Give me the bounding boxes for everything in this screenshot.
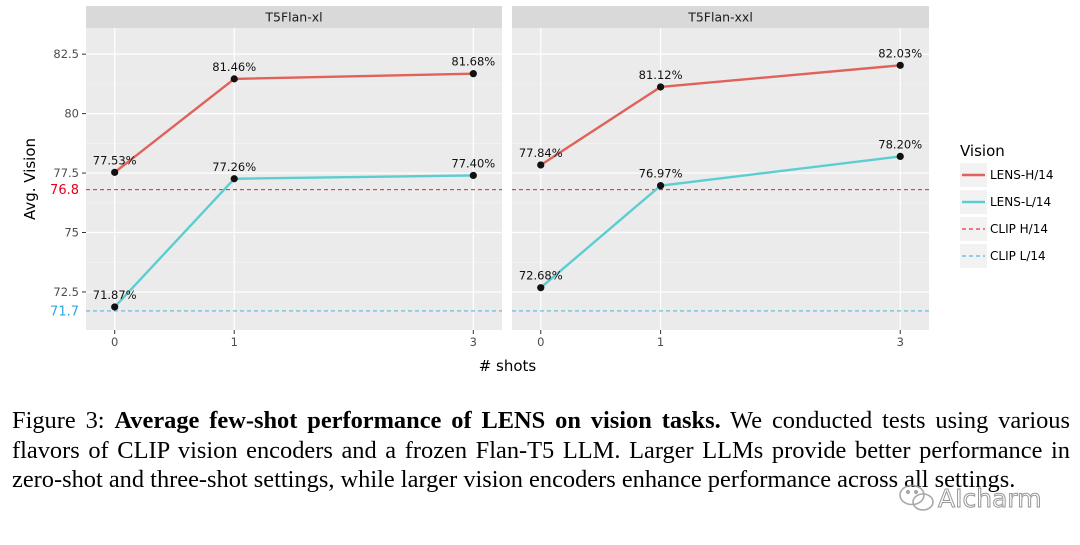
x-tick-label: 3 <box>470 335 477 349</box>
data-point <box>111 168 119 176</box>
data-label: 81.68% <box>451 55 495 69</box>
reference-value-label: 76.8 <box>50 183 79 198</box>
legend-label: CLIP H/14 <box>990 222 1048 236</box>
caption-text: We conducted tests using various flavors… <box>12 407 1070 493</box>
facet-title: T5Flan-xxl <box>687 10 753 25</box>
data-point <box>469 70 477 78</box>
facet-title: T5Flan-xl <box>264 10 322 25</box>
figure: T5Flan-xl 77.53% 81.46% 81.68% 71.87% 77.26% 7… <box>21 6 1054 375</box>
data-label: 71.87% <box>93 288 137 302</box>
figure-caption: Figure 3: Average few-shot performance o… <box>12 406 1070 495</box>
x-tick-label: 3 <box>897 335 904 349</box>
data-point <box>656 182 665 190</box>
legend-label: LENS-H/14 <box>990 168 1054 182</box>
data-point <box>469 171 477 180</box>
data-label: 82.03% <box>878 46 922 60</box>
chart: T5Flan-xl 77.53% 81.46% 81.68% 71.87% 77.26% 7… <box>21 6 1054 375</box>
panel-1: T5Flan-xxl 77.84% 81.12% 82.03% 72.68% 76.97%… <box>512 6 929 349</box>
data-point <box>537 284 545 292</box>
x-axis-title: # shots <box>479 357 537 375</box>
wechat-icon <box>899 484 934 511</box>
x-tick-label: 1 <box>231 335 238 349</box>
y-tick-label: 82.5 <box>53 47 79 61</box>
caption-bold: Average few-shot performance of LENS on … <box>114 407 721 434</box>
y-tick-label: 72.5 <box>53 285 79 299</box>
data-label: 77.53% <box>93 153 137 167</box>
data-label: 78.20% <box>878 137 922 151</box>
y-tick-label: 75 <box>64 226 79 240</box>
data-point <box>230 175 238 183</box>
y-axis-title: Avg. Vision <box>21 138 39 220</box>
data-label: 77.40% <box>451 156 495 170</box>
data-label: 77.84% <box>519 146 563 160</box>
facet-strip <box>86 6 502 28</box>
data-point <box>656 83 665 91</box>
legend-label: LENS-L/14 <box>990 195 1051 209</box>
legend-title: Vision <box>960 142 1005 160</box>
facet-strip <box>512 6 929 28</box>
data-point <box>111 303 119 311</box>
x-tick-label: 1 <box>657 335 664 349</box>
x-tick-label: 0 <box>111 335 118 349</box>
data-point <box>537 161 545 169</box>
data-label: 77.26% <box>212 160 256 174</box>
legend: Vision LENS-H/14 LENS-L/14 CLIP H/14 CLIP L/… <box>960 142 1054 268</box>
data-label: 81.46% <box>212 60 256 74</box>
y-tick-label: 80 <box>64 107 79 121</box>
x-tick-label: 0 <box>537 335 544 349</box>
data-label: 72.68% <box>519 269 563 283</box>
caption-label: Figure 3: <box>12 407 105 434</box>
watermark-text: AIcharm <box>938 484 1042 513</box>
data-point <box>896 152 904 161</box>
data-point <box>230 75 238 83</box>
data-label: 81.12% <box>639 68 683 82</box>
watermark: AIcharm <box>896 478 1056 518</box>
y-tick-label: 77.5 <box>53 166 79 180</box>
reference-value-label: 71.7 <box>50 304 79 319</box>
data-label: 76.97% <box>639 167 683 181</box>
legend-label: CLIP L/14 <box>990 249 1046 263</box>
data-point <box>896 61 904 69</box>
panel-0: T5Flan-xl 77.53% 81.46% 81.68% 71.87% 77.26% 7… <box>86 6 502 349</box>
